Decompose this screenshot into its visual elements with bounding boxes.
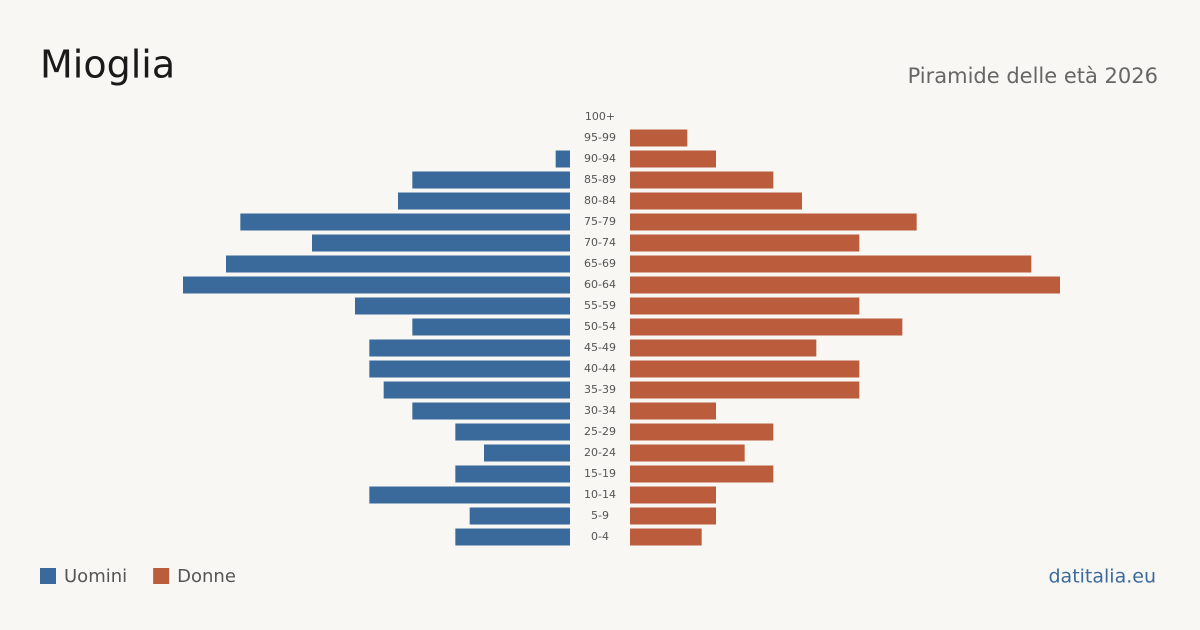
category-label: 100+ bbox=[585, 110, 615, 123]
bar bbox=[630, 255, 1032, 273]
source: datitalia.eu bbox=[1049, 566, 1157, 588]
bar bbox=[240, 213, 571, 231]
bar bbox=[455, 423, 570, 441]
bar bbox=[630, 213, 917, 231]
bar bbox=[455, 528, 570, 546]
category-label: 45-49 bbox=[584, 341, 616, 354]
bar bbox=[312, 234, 570, 252]
bar bbox=[630, 276, 1060, 294]
category-label: 0-4 bbox=[591, 530, 609, 543]
bar bbox=[369, 486, 570, 504]
bar bbox=[630, 129, 688, 147]
bar bbox=[469, 507, 570, 525]
bar bbox=[630, 297, 860, 315]
bar bbox=[630, 486, 716, 504]
bar bbox=[630, 402, 716, 420]
bar bbox=[412, 171, 570, 189]
bar bbox=[630, 507, 716, 525]
bar bbox=[355, 297, 570, 315]
bar bbox=[630, 465, 774, 483]
category-label: 65-69 bbox=[584, 257, 616, 270]
chart-subtitle: Piramide delle età 2026 bbox=[908, 64, 1158, 88]
chart-title: Mioglia bbox=[40, 43, 175, 87]
bar bbox=[630, 444, 745, 462]
category-label: 10-14 bbox=[584, 488, 616, 501]
category-label: 35-39 bbox=[584, 383, 616, 396]
legend-swatch bbox=[153, 568, 170, 584]
bar bbox=[455, 465, 570, 483]
bar bbox=[630, 150, 716, 168]
category-label: 75-79 bbox=[584, 215, 616, 228]
category-label: 95-99 bbox=[584, 131, 616, 144]
bar bbox=[226, 255, 570, 273]
bar bbox=[630, 234, 860, 252]
bar bbox=[383, 381, 570, 399]
bar bbox=[630, 381, 860, 399]
category-label: 90-94 bbox=[584, 152, 616, 165]
bar bbox=[630, 423, 774, 441]
category-label: 40-44 bbox=[584, 362, 616, 375]
category-label: 20-24 bbox=[584, 446, 616, 459]
legend-label: Donne bbox=[177, 566, 236, 587]
bar bbox=[630, 192, 802, 210]
bar bbox=[412, 402, 570, 420]
category-label: 55-59 bbox=[584, 299, 616, 312]
bar bbox=[630, 360, 860, 378]
category-label: 70-74 bbox=[584, 236, 616, 249]
bar bbox=[398, 192, 570, 210]
bar bbox=[630, 171, 774, 189]
category-label: 15-19 bbox=[584, 467, 616, 480]
category-label: 85-89 bbox=[584, 173, 616, 186]
category-label: 5-9 bbox=[591, 509, 609, 522]
category-label: 25-29 bbox=[584, 425, 616, 438]
category-label: 60-64 bbox=[584, 278, 616, 291]
bar bbox=[412, 318, 570, 336]
category-label: 50-54 bbox=[584, 320, 616, 333]
bar bbox=[369, 360, 570, 378]
legend-swatch bbox=[40, 568, 56, 584]
bar bbox=[183, 276, 570, 294]
bar bbox=[630, 528, 702, 546]
bar bbox=[630, 339, 817, 357]
category-label: 80-84 bbox=[584, 194, 616, 207]
category-label: 30-34 bbox=[584, 404, 616, 417]
legend-label: Uomini bbox=[64, 566, 127, 587]
bar bbox=[630, 318, 903, 336]
bar bbox=[369, 339, 570, 357]
bar bbox=[555, 150, 570, 168]
bar bbox=[484, 444, 570, 462]
